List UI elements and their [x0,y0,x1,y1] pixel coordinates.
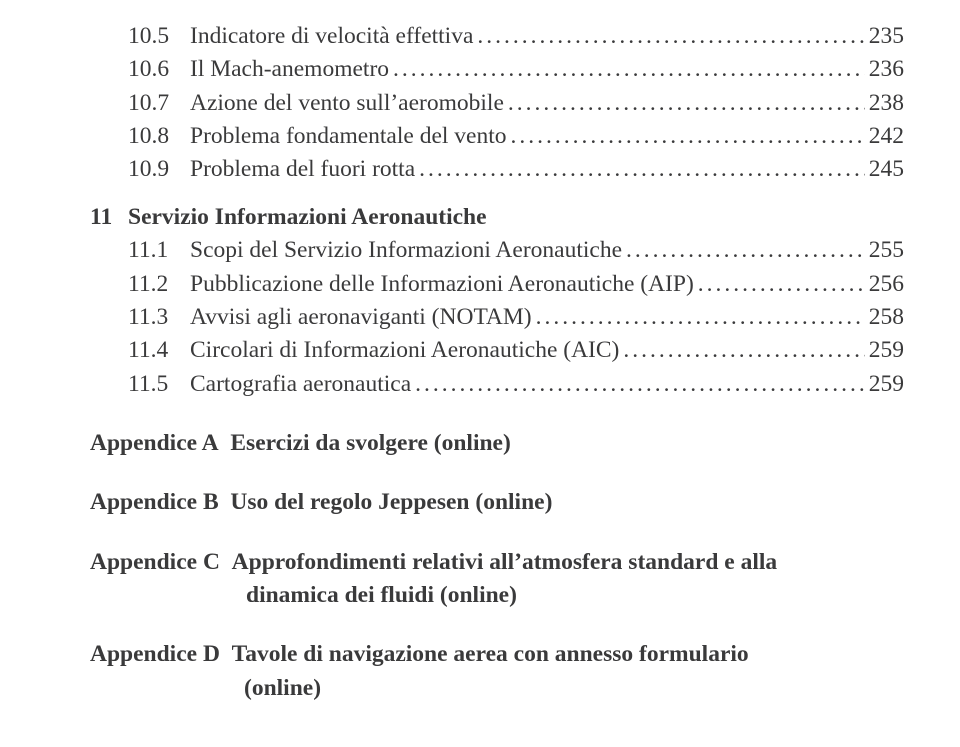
toc-entry: 10.6 Il Mach-anemometro ................… [90,53,904,86]
toc-leader: ........................................… [415,368,865,401]
appendix-a: Appendice A Esercizi da svolgere (online… [90,427,904,460]
appendix-title: Esercizi da svolgere (online) [230,430,510,456]
appendix-label: Appendice C [90,549,220,575]
appendix-line: Appendice D Tavole di navigazione aerea … [90,638,904,671]
appendix-line: Appendice C Approfondimenti relativi all… [90,546,904,579]
appendix-c: Appendice C Approfondimenti relativi all… [90,546,904,613]
toc-entry: 11.3 Avvisi agli aeronaviganti (NOTAM) .… [90,301,904,334]
toc-entry: 10.9 Problema del fuori rotta ..........… [90,153,904,186]
toc-entry-page: 258 [869,301,904,334]
toc-entry: 10.8 Problema fondamentale del vento ...… [90,120,904,153]
toc-leader: ........................................… [511,120,865,153]
toc-chapter-number: 11 [90,201,128,234]
toc-entry-page: 255 [869,234,904,267]
toc-entry: 11.1 Scopi del Servizio Informazioni Aer… [90,234,904,267]
appendix-title-line2: (online) [90,672,904,705]
toc-entry: 11.5 Cartografia aeronautica ...........… [90,368,904,401]
toc-entry-title: Scopi del Servizio Informazioni Aeronaut… [190,234,622,267]
toc-entry-page: 242 [869,120,904,153]
toc-leader: ........................................… [477,20,864,53]
toc-entry-title: Pubblicazione delle Informazioni Aeronau… [190,268,694,301]
toc-leader: ........................................… [508,87,865,120]
toc-entry-page: 259 [869,368,904,401]
toc-page: 10.5 Indicatore di velocità effettiva ..… [0,0,960,705]
appendix-label: Appendice A [90,430,219,456]
toc-entry-number: 11.5 [128,368,190,401]
toc-entry-page: 238 [869,87,904,120]
toc-entry-number: 11.4 [128,334,190,367]
toc-entry-title: Avvisi agli aeronaviganti (NOTAM) [190,301,532,334]
toc-chapter: 11 Servizio Informazioni Aeronautiche [90,201,904,234]
toc-entry-page: 236 [869,53,904,86]
toc-entry-number: 11.3 [128,301,190,334]
toc-entry-title: Il Mach-anemometro [190,53,389,86]
appendix-title-line1: Approfondimenti relativi all’atmosfera s… [232,549,777,575]
toc-entry: 11.2 Pubblicazione delle Informazioni Ae… [90,268,904,301]
toc-chapter-title: Servizio Informazioni Aeronautiche [128,201,487,234]
toc-leader: ........................................… [623,334,864,367]
toc-entry-number: 11.1 [128,234,190,267]
toc-entry-title: Indicatore di velocità effettiva [190,20,473,53]
toc-entry: 10.5 Indicatore di velocità effettiva ..… [90,20,904,53]
appendix-label: Appendice B [90,489,219,515]
toc-leader: ........................................… [419,153,865,186]
toc-entry-page: 245 [869,153,904,186]
toc-leader: ........................................… [698,268,865,301]
toc-leader: ........................................… [393,53,865,86]
toc-entry-page: 235 [869,20,904,53]
toc-entry: 11.4 Circolari di Informazioni Aeronauti… [90,334,904,367]
toc-entry-number: 10.8 [128,120,190,153]
toc-entry-title: Problema del fuori rotta [190,153,415,186]
toc-entry-title: Cartografia aeronautica [190,368,411,401]
toc-entry-number: 10.6 [128,53,190,86]
appendix-title-line1: Tavole di navigazione aerea con annesso … [232,641,749,667]
toc-entry-number: 10.7 [128,87,190,120]
toc-entry-page: 256 [869,268,904,301]
toc-entry-number: 10.5 [128,20,190,53]
toc-entry-title: Azione del vento sull’aeromobile [190,87,504,120]
toc-leader: ........................................… [536,301,865,334]
toc-entry-number: 11.2 [128,268,190,301]
appendix-b: Appendice B Uso del regolo Jeppesen (onl… [90,486,904,519]
toc-entry: 10.7 Azione del vento sull’aeromobile ..… [90,87,904,120]
appendix-title: Uso del regolo Jeppesen (online) [230,489,552,515]
toc-entry-title: Circolari di Informazioni Aeronautiche (… [190,334,619,367]
toc-entry-page: 259 [869,334,904,367]
toc-entry-title: Problema fondamentale del vento [190,120,507,153]
toc-leader: ........................................… [626,234,865,267]
toc-entry-number: 10.9 [128,153,190,186]
appendix-label: Appendice D [90,641,220,667]
appendix-title-line2: dinamica dei fluidi (online) [90,579,904,612]
appendix-d: Appendice D Tavole di navigazione aerea … [90,638,904,705]
